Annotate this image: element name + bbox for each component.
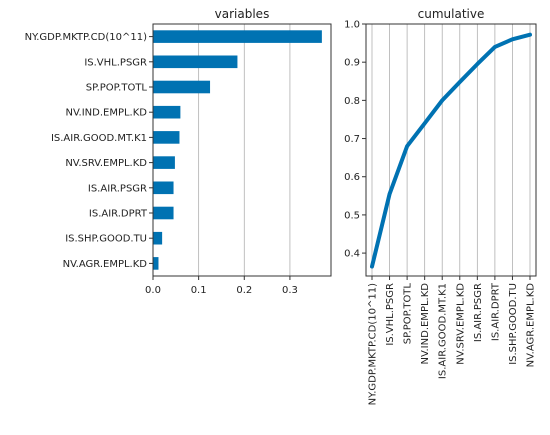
variables-y-tick-labels: NY.GDP.MKTP.CD(10^11) IS.VHL.PSGR SP.POP.T… <box>25 32 153 270</box>
y-tick-label: NV.SRV.EMPL.KD <box>65 158 147 169</box>
variables-x-tick-labels: 0.0 0.1 0.2 0.3 <box>145 276 298 296</box>
x-tick-label: IS.AIR.DPRT <box>490 282 501 341</box>
x-tick-label: IS.SHP.GOOD.TU <box>508 283 519 365</box>
variables-panel: variables NY.GDP.MKTP.CD(10^11) IS.VHL.PS… <box>25 7 332 296</box>
bar-is-shp-good-tu <box>153 231 163 245</box>
y-tick-label: 1.0 <box>344 20 360 31</box>
y-tick-label: 0.4 <box>344 249 360 260</box>
bar-nv-srv-empl-kd <box>153 156 175 169</box>
bar-is-vhl-psgr <box>153 55 238 69</box>
x-tick-label: 0.3 <box>282 285 298 296</box>
y-tick-label: NV.AGR.EMPL.KD <box>63 259 148 270</box>
cumulative-panel: cumulative 0.4 0.5 0.6 0.7 0.8 0.9 1.0 NY.GDP.… <box>344 7 537 405</box>
y-tick-label: IS.VHL.PSGR <box>84 57 147 68</box>
x-tick-label: NV.IND.EMPL.KD <box>420 283 431 365</box>
y-tick-label: NY.GDP.MKTP.CD(10^11) <box>25 32 147 43</box>
x-tick-label: IS.VHL.PSGR <box>385 283 396 346</box>
variables-bars <box>153 30 322 270</box>
cumulative-y-tick-labels: 0.4 0.5 0.6 0.7 0.8 0.9 1.0 <box>344 20 366 260</box>
bar-is-air-psgr <box>153 181 174 195</box>
cumulative-line <box>370 32 532 269</box>
y-tick-label: SP.POP.TOTL <box>86 83 148 94</box>
y-tick-label: IS.AIR.GOOD.MT.K1 <box>51 133 147 144</box>
y-tick-label: 0.9 <box>344 58 360 69</box>
y-tick-label: 0.5 <box>344 210 360 221</box>
x-tick-label: SP.POP.TOTL <box>403 283 414 345</box>
bar-ny-gdp-mktp-cd-10-11 <box>153 30 322 43</box>
cumulative-x-tick-labels: NY.GDP.MKTP.CD(10^11) IS.VHL.PSGR SP.POP.T… <box>368 276 537 405</box>
x-tick-label: NV.AGR.EMPL.KD <box>526 283 537 368</box>
x-tick-label: NY.GDP.MKTP.CD(10^11) <box>368 283 379 405</box>
cumulative-axes-frame <box>365 23 537 277</box>
x-tick-label: IS.AIR.GOOD.MT.K1 <box>438 283 449 379</box>
y-tick-label: IS.AIR.PSGR <box>88 183 147 194</box>
y-tick-label: IS.AIR.DPRT <box>89 209 148 220</box>
y-tick-label: 0.7 <box>344 134 360 145</box>
y-tick-label: 0.6 <box>344 172 360 183</box>
cumulative-gridlines <box>371 24 531 276</box>
bar-nv-ind-empl-kd <box>153 105 181 119</box>
y-tick-label: IS.SHP.GOOD.TU <box>65 234 147 245</box>
x-tick-label: 0.2 <box>236 285 252 296</box>
cumulative-title: cumulative <box>418 7 485 21</box>
x-tick-label: 0.1 <box>191 285 207 296</box>
y-tick-label: 0.8 <box>344 96 360 107</box>
y-tick-label: NV.IND.EMPL.KD <box>65 108 147 119</box>
x-tick-label: IS.AIR.PSGR <box>473 283 484 342</box>
x-tick-label: 0.0 <box>145 285 161 296</box>
bar-is-air-dprt <box>153 206 174 220</box>
bar-is-air-good-mt-k1 <box>153 131 180 144</box>
x-tick-label: NV.SRV.EMPL.KD <box>455 283 466 365</box>
bar-sp-pop-totl <box>153 80 211 94</box>
bar-nv-agr-empl-kd <box>153 257 159 270</box>
variables-title: variables <box>215 7 270 21</box>
variables-axes-frame <box>152 23 332 277</box>
